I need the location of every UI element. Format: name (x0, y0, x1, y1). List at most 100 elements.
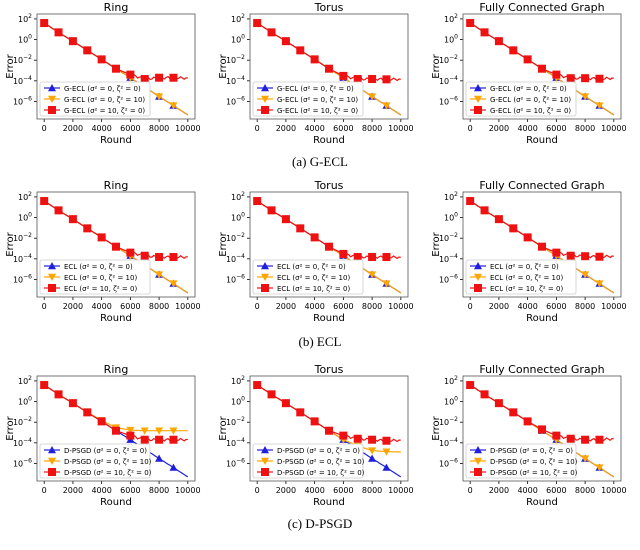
legend-label: D-PSGD (σ² = 10, ζ² = 0) (490, 469, 578, 477)
legend-marker (474, 262, 482, 270)
data-point (382, 75, 391, 84)
legend-label: D-PSGD (σ² = 0, ζ² = 0) (490, 447, 573, 455)
legend-marker (48, 457, 56, 465)
data-point (368, 93, 377, 101)
y-tick-label: 10−2 (13, 232, 32, 243)
data-point (253, 197, 262, 206)
legend-label: ECL (σ² = 0, ζ² = 10) (490, 274, 563, 282)
data-point (382, 102, 391, 110)
legend-marker (48, 284, 56, 292)
legend-marker (474, 273, 482, 281)
x-tick-label: 6000 (546, 124, 566, 133)
x-axis-label: Round (100, 497, 132, 508)
legend-label: G-ECL (σ² = 0, ζ² = 0) (64, 85, 141, 93)
x-axis-label: Round (526, 135, 558, 146)
data-point (538, 425, 546, 434)
x-tick-label: 4000 (304, 124, 324, 133)
chart-dpsgd-torus: Torus 102 100 10−2 10−4 10−6 0 2000 4000 6000 8000… (213, 362, 427, 512)
x-tick-label: 2000 (489, 486, 509, 495)
data-point (40, 197, 49, 206)
data-point (382, 253, 391, 262)
data-point (509, 46, 518, 55)
y-tick-label: 100 (231, 212, 245, 223)
y-tick-label: 102 (18, 191, 32, 202)
data-point (155, 73, 164, 82)
data-point (595, 280, 604, 288)
y-tick-label: 10−4 (13, 253, 32, 264)
x-tick-label: 6000 (546, 302, 566, 311)
legend-label: D-PSGD (σ² = 0, ζ² = 10) (277, 458, 365, 466)
data-point (296, 46, 305, 55)
y-tick-label: 10−4 (13, 75, 32, 86)
plot-frame (249, 375, 409, 482)
x-tick-label: 8000 (149, 124, 169, 133)
data-point (296, 224, 305, 233)
x-tick-label: 6000 (333, 124, 353, 133)
y-tick-label: 102 (18, 13, 32, 24)
data-point (54, 390, 63, 399)
data-point (382, 436, 391, 445)
x-tick-label: 4000 (304, 486, 324, 495)
legend-box (39, 81, 151, 117)
data-point (169, 427, 178, 435)
data-point (54, 28, 63, 37)
y-tick-label: 10−4 (13, 437, 32, 448)
legend-label: G-ECL (σ² = 0, ζ² = 0) (277, 85, 354, 93)
data-point (466, 381, 475, 390)
y-tick-label: 100 (231, 396, 245, 407)
caption-gecl: (a) G-ECL (292, 154, 348, 169)
legend-label: ECL (σ² = 0, ζ² = 0) (64, 263, 133, 271)
y-tick-label: 10−6 (439, 457, 458, 468)
x-tick-label: 8000 (575, 486, 595, 495)
x-tick-label: 0 (255, 486, 260, 495)
chart-title: Fully Connected Graph (479, 179, 604, 192)
data-point (595, 74, 604, 83)
data-point (494, 399, 503, 408)
legend-label: ECL (σ² = 10, ζ² = 0) (64, 285, 137, 293)
plot-frame (249, 191, 409, 298)
data-point (581, 455, 590, 463)
y-tick-label: 10−4 (439, 75, 458, 86)
x-tick-label: 10000 (388, 124, 413, 133)
legend-marker (474, 106, 482, 114)
legend-marker (261, 262, 269, 270)
y-tick-label: 102 (231, 375, 245, 386)
data-point (538, 242, 546, 251)
x-tick-label: 10000 (601, 302, 626, 311)
legend-box (39, 259, 151, 295)
data-point (382, 463, 391, 471)
data-point (169, 253, 178, 262)
data-point (552, 431, 561, 440)
data-point (267, 206, 276, 215)
legend-label: ECL (σ² = 10, ζ² = 0) (277, 285, 350, 293)
data-point (253, 19, 262, 28)
legend: G-ECL (σ² = 0, ζ² = 0) G-ECL (σ² = 0, ζ² … (465, 81, 577, 117)
data-point (310, 233, 319, 242)
caption-ecl: (b) ECL (298, 334, 342, 349)
y-tick-label: 102 (444, 13, 458, 24)
legend-box (252, 443, 364, 479)
y-axis-label: Error (431, 415, 442, 440)
y-tick-label: 100 (444, 212, 458, 223)
chart-title: Ring (104, 179, 129, 192)
chart-ecl-ring: Ring 102 100 10−2 10−4 10−6 0 2000 4000 6000 8000 1… (0, 178, 214, 328)
chart-title: Torus (314, 363, 344, 376)
data-point (339, 249, 348, 258)
data-point (538, 64, 546, 73)
chart-gecl-torus: Torus 102 100 10−2 10−4 10−6 0 2000 4000 6000 8000… (213, 0, 427, 150)
y-tick-label: 10−2 (439, 416, 458, 427)
y-tick-label: 10−4 (226, 75, 245, 86)
legend: D-PSGD (σ² = 0, ζ² = 0) D-PSGD (σ² = 0, ζ… (465, 443, 578, 479)
y-tick-label: 10−6 (226, 95, 245, 106)
legend: ECL (σ² = 0, ζ² = 0) ECL (σ² = 0, ζ² = 10… (465, 259, 577, 295)
x-tick-label: 8000 (362, 124, 382, 133)
legend-marker (261, 468, 269, 476)
data-point (310, 417, 319, 426)
data-point (494, 37, 503, 46)
chart-ecl-torus: Torus 102 100 10−2 10−4 10−6 0 2000 4000 6000 8000… (213, 178, 427, 328)
x-tick-label: 4000 (91, 302, 111, 311)
legend-marker (48, 84, 56, 92)
chart-svg: Torus 102 100 10−2 10−4 10−6 0 2000 4000 6000 8000… (218, 363, 414, 508)
y-tick-label: 10−6 (226, 273, 245, 284)
data-point (169, 102, 178, 110)
